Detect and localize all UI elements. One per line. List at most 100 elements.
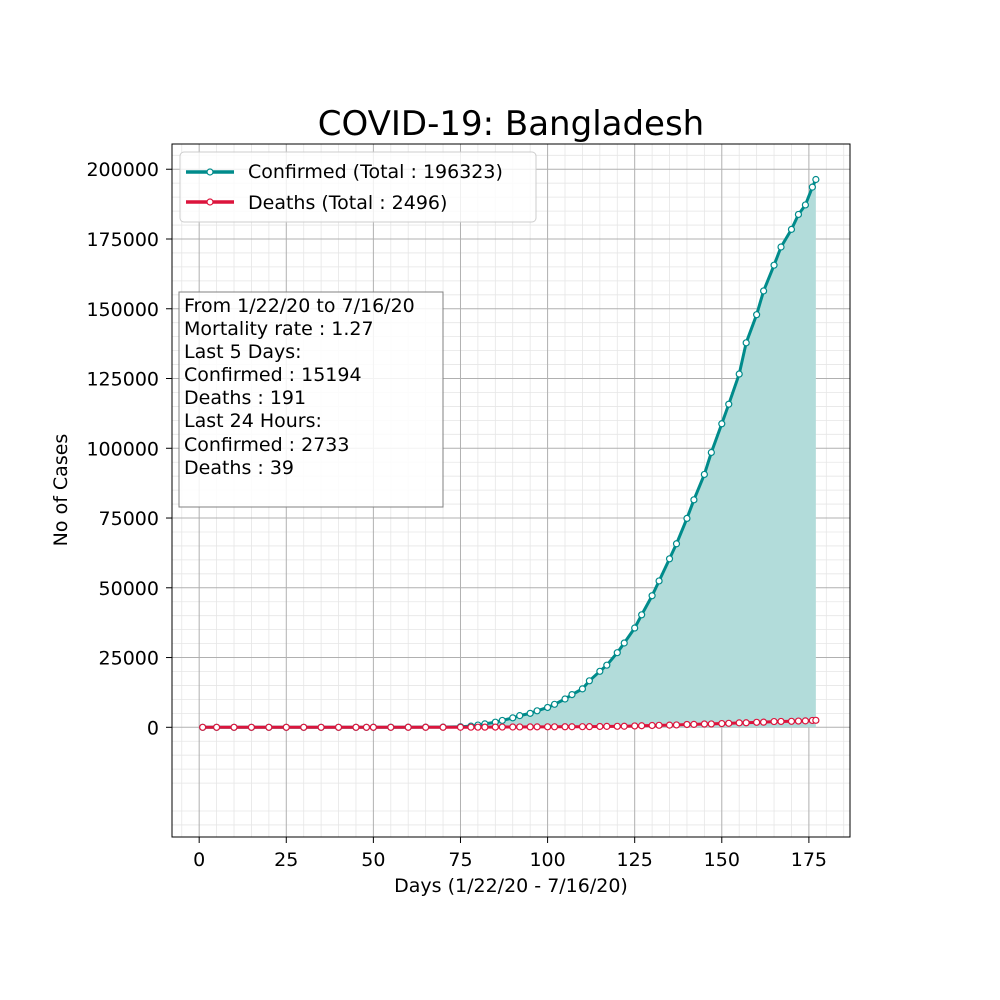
y-tick-label: 125000 — [86, 369, 159, 391]
deaths-data-point — [759, 718, 768, 726]
deaths-data-point — [603, 722, 611, 730]
deaths-data-point — [543, 723, 552, 731]
confirmed-data-point — [808, 183, 816, 191]
deaths-data-point — [561, 723, 569, 731]
y-tick-label: 200000 — [86, 159, 159, 181]
deaths-data-point — [742, 719, 750, 727]
confirmed-data-point — [620, 639, 628, 647]
deaths-data-point — [631, 722, 639, 730]
stats-line-last24-deaths: Deaths : 39 — [184, 457, 294, 479]
deaths-data-point — [533, 723, 541, 731]
confirmed-data-point — [812, 175, 820, 184]
y-tick-label: 150000 — [86, 299, 159, 321]
deaths-data-point — [265, 723, 273, 731]
deaths-data-point — [672, 721, 681, 729]
deaths-data-point — [725, 719, 733, 727]
confirmed-data-point — [568, 690, 576, 699]
stats-box — [178, 291, 444, 508]
deaths-data-point — [491, 723, 499, 731]
deaths-data-point — [481, 723, 489, 731]
confirmed-data-point — [718, 420, 726, 428]
deaths-data-point — [787, 717, 796, 725]
x-axis-label: Days (1/22/20 - 7/16/20) — [394, 875, 628, 897]
deaths-data-point — [300, 723, 308, 731]
y-tick-label: 100000 — [86, 438, 159, 460]
deaths-data-point — [596, 722, 604, 731]
confirmed-fill-area — [202, 179, 816, 728]
deaths-data-point — [369, 723, 377, 731]
x-tick-label: 150 — [704, 849, 740, 871]
deaths-data-point — [718, 719, 726, 728]
x-tick-label: 0 — [193, 849, 205, 871]
deaths-data-point — [665, 721, 674, 729]
stats-line-last5-heading: Last 5 Days: — [184, 341, 302, 363]
confirmed-data-point — [683, 514, 691, 523]
deaths-data-point — [777, 717, 785, 726]
y-tick-label: 75000 — [99, 508, 159, 530]
confirmed-data-point — [787, 225, 796, 233]
deaths-data-point — [334, 723, 343, 731]
deaths-data-point — [439, 723, 447, 731]
x-tick-label: 125 — [617, 849, 653, 871]
deaths-data-point — [456, 723, 465, 731]
chart-title: COVID-19: Bangladesh — [318, 104, 705, 144]
confirmed-data-point — [655, 577, 663, 585]
stats-line-last5-confirmed: Confirmed : 15194 — [184, 364, 362, 386]
confirmed-data-point — [561, 695, 569, 703]
x-tick-label: 75 — [448, 849, 472, 871]
x-tick-label: 25 — [274, 849, 298, 871]
deaths-data-point — [212, 723, 221, 731]
stats-annotation: From 1/22/20 to 7/16/20 Mortality rate :… — [178, 291, 444, 508]
confirmed-data-point — [801, 201, 810, 209]
confirmed-data-point — [550, 700, 559, 708]
deaths-data-point — [404, 723, 412, 731]
confirmed-data-point — [735, 370, 743, 378]
confirmed-data-point — [543, 703, 552, 712]
confirmed-data-point — [498, 716, 506, 725]
series-markers — [199, 175, 820, 731]
x-tick-label: 50 — [361, 849, 385, 871]
x-tick-label: 100 — [529, 849, 565, 871]
legend-confirmed-label: Confirmed (Total : 196323) — [248, 161, 503, 183]
confirmed-data-point — [777, 243, 785, 251]
deaths-data-point — [282, 723, 290, 731]
deaths-data-point — [770, 717, 778, 726]
deaths-data-point — [585, 723, 593, 731]
plot-frame — [171, 143, 851, 838]
stats-line-range: From 1/22/20 to 7/16/20 — [184, 295, 415, 317]
stats-line-last24-confirmed: Confirmed : 2733 — [184, 434, 349, 456]
deaths-data-point — [317, 723, 325, 731]
confirmed-data-point — [613, 649, 621, 657]
confirmed-data-point — [742, 339, 750, 347]
confirmed-data-point — [596, 667, 604, 675]
deaths-data-point — [526, 723, 534, 731]
deaths-data-point — [247, 723, 256, 731]
confirmed-data-point — [638, 611, 646, 619]
deaths-data-point — [753, 718, 761, 726]
deaths-data-point — [620, 722, 628, 730]
confirmed-data-point — [578, 685, 587, 693]
deaths-data-point — [735, 719, 743, 727]
legend-box — [179, 151, 537, 223]
y-tick-label: 0 — [147, 717, 159, 739]
confirmed-data-point — [631, 624, 639, 632]
deaths-data-point — [467, 723, 475, 731]
deaths-data-point — [509, 723, 517, 731]
deaths-data-point — [707, 720, 715, 728]
deaths-data-point — [387, 723, 395, 731]
confirmed-data-point — [516, 712, 524, 720]
confirmed-data-point — [603, 661, 611, 669]
x-axis-ticks: 0 25 50 75 100 125 150 175 — [193, 837, 827, 871]
y-tick-label: 175000 — [86, 229, 159, 251]
deaths-data-point — [801, 717, 810, 725]
confirmed-data-point — [753, 311, 761, 319]
deaths-data-point — [683, 720, 691, 729]
deaths-data-point — [550, 723, 559, 731]
legend: Confirmed (Total : 196323) Deaths (Total… — [179, 151, 537, 223]
deaths-data-point — [638, 722, 646, 730]
deaths-data-point — [655, 721, 663, 729]
deaths-data-point — [794, 717, 803, 725]
confirmed-data-point — [672, 540, 681, 548]
stats-line-last24-heading: Last 24 Hours: — [184, 410, 322, 432]
